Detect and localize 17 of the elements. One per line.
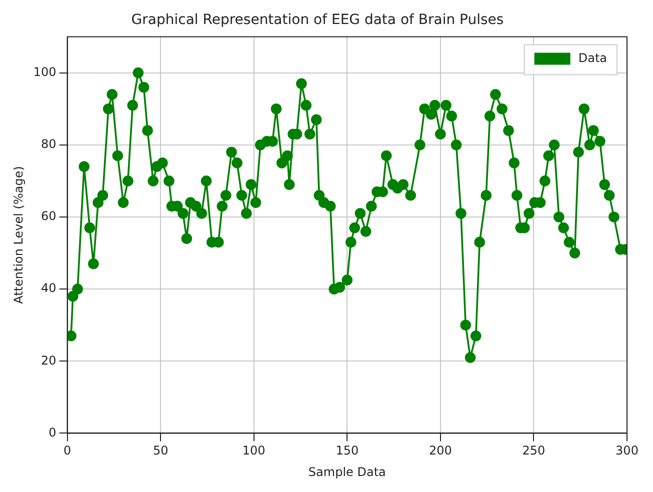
x-tick-label: 100 (242, 444, 266, 458)
chart-title: Graphical Representation of EEG data of Brain Pulses (131, 12, 504, 28)
y-tick-label: 40 (41, 281, 56, 296)
y-tick-label: 0 (48, 425, 56, 440)
y-tick-label: 60 (41, 209, 56, 224)
y-tick-label: 100 (33, 64, 56, 79)
x-tick-label: 0 (63, 444, 72, 458)
x-tick-label: 300 (616, 444, 638, 458)
legend-label: Data (578, 50, 608, 65)
x-axis-title: Sample Data (308, 464, 386, 479)
x-tick-label: 150 (336, 444, 359, 458)
x-tick-label: 200 (428, 444, 452, 458)
y-tick-label: 20 (41, 353, 56, 368)
y-tick-label: 80 (41, 137, 56, 152)
y-axis-title: Attention Level (%age) (11, 166, 26, 304)
x-tick-label: 250 (522, 444, 546, 458)
x-tick-label: 50 (152, 444, 168, 458)
